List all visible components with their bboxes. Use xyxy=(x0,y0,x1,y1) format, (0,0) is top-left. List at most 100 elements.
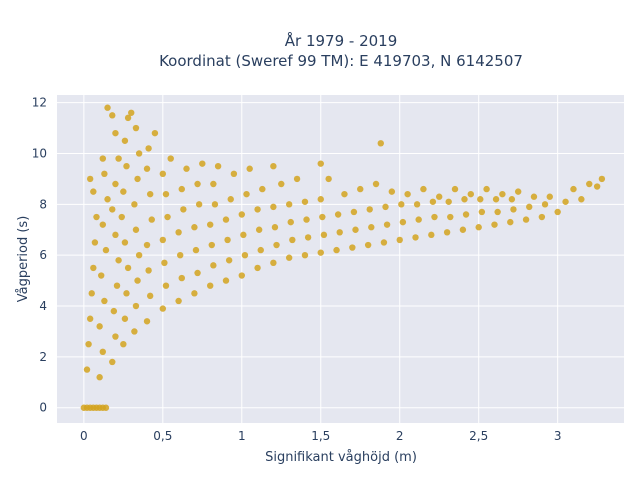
data-point xyxy=(146,190,154,198)
data-point xyxy=(415,216,422,223)
data-point xyxy=(132,226,140,233)
data-point xyxy=(214,162,222,170)
data-point xyxy=(120,188,127,195)
data-point xyxy=(230,170,238,178)
data-point xyxy=(121,137,129,144)
y-tick-label: 0 xyxy=(39,401,47,415)
data-point xyxy=(243,190,250,198)
data-point xyxy=(451,185,459,193)
data-point xyxy=(135,150,143,157)
x-tick-label: 0,5 xyxy=(153,429,172,443)
data-point xyxy=(494,208,501,216)
data-point xyxy=(238,272,245,279)
data-point xyxy=(86,175,94,183)
data-point xyxy=(319,213,326,221)
data-point xyxy=(124,264,132,272)
y-tick-label: 10 xyxy=(32,146,47,160)
data-point xyxy=(530,193,538,200)
data-point xyxy=(112,129,119,137)
data-point xyxy=(225,257,233,264)
data-point xyxy=(175,297,182,305)
data-point xyxy=(404,190,411,198)
data-point xyxy=(562,198,569,205)
data-point xyxy=(178,274,185,282)
y-tick-label: 12 xyxy=(32,96,47,110)
data-point xyxy=(183,165,190,172)
gridlines xyxy=(57,95,624,423)
data-point xyxy=(333,246,340,254)
data-point xyxy=(199,160,206,167)
data-point xyxy=(115,155,122,162)
data-point xyxy=(364,241,372,249)
data-point xyxy=(176,251,184,259)
data-point xyxy=(132,302,140,310)
data-point xyxy=(383,221,391,228)
data-point xyxy=(293,175,301,183)
data-point xyxy=(134,175,141,183)
data-point xyxy=(90,264,97,272)
data-point xyxy=(99,221,107,228)
y-tick-label: 2 xyxy=(39,350,47,364)
data-point xyxy=(270,203,277,211)
data-point xyxy=(270,259,277,267)
data-point xyxy=(336,229,343,236)
data-point xyxy=(467,190,474,198)
data-point xyxy=(301,198,309,205)
data-point xyxy=(334,211,342,218)
data-point xyxy=(91,239,99,246)
x-tick-label: 2,5 xyxy=(469,429,488,443)
data-point xyxy=(522,216,530,223)
data-point xyxy=(102,246,110,254)
data-point xyxy=(301,251,309,259)
data-point xyxy=(162,282,170,289)
data-point xyxy=(159,170,167,178)
data-point xyxy=(257,246,264,254)
x-tick-label: 3 xyxy=(554,429,562,443)
data-point xyxy=(194,180,201,188)
data-point xyxy=(388,188,396,195)
data-point xyxy=(350,208,358,216)
data-point xyxy=(431,213,438,221)
data-point xyxy=(462,211,470,218)
data-point xyxy=(317,160,324,167)
data-point xyxy=(143,318,151,325)
data-point xyxy=(461,196,468,203)
data-point xyxy=(132,124,140,132)
data-point xyxy=(145,145,152,152)
data-point xyxy=(110,307,118,315)
data-point xyxy=(477,196,484,203)
data-point xyxy=(207,282,214,289)
data-point xyxy=(478,208,486,216)
data-point xyxy=(366,206,373,213)
data-point xyxy=(382,203,389,211)
data-point xyxy=(99,155,107,162)
data-point xyxy=(546,193,553,200)
data-point xyxy=(429,198,437,205)
data-point xyxy=(191,224,198,231)
data-point xyxy=(208,241,215,249)
x-axis-label: Signifikant våghöjd (m) xyxy=(265,450,417,465)
data-point xyxy=(164,213,171,221)
data-point xyxy=(148,216,155,223)
data-point xyxy=(246,165,253,172)
data-point xyxy=(112,231,119,239)
data-point xyxy=(167,155,174,162)
data-point xyxy=(285,254,293,261)
data-point xyxy=(121,315,129,322)
data-point xyxy=(115,257,122,264)
data-point xyxy=(399,218,407,226)
data-point xyxy=(428,231,435,239)
data-point xyxy=(412,234,419,241)
data-point xyxy=(357,185,364,193)
data-point xyxy=(83,366,91,373)
data-point xyxy=(104,104,111,111)
data-point xyxy=(445,198,452,205)
data-point xyxy=(240,231,247,239)
data-point xyxy=(227,196,234,203)
data-point xyxy=(134,277,141,284)
data-point xyxy=(570,185,577,193)
data-point xyxy=(271,224,279,231)
data-point xyxy=(112,180,119,188)
data-point xyxy=(145,267,152,274)
